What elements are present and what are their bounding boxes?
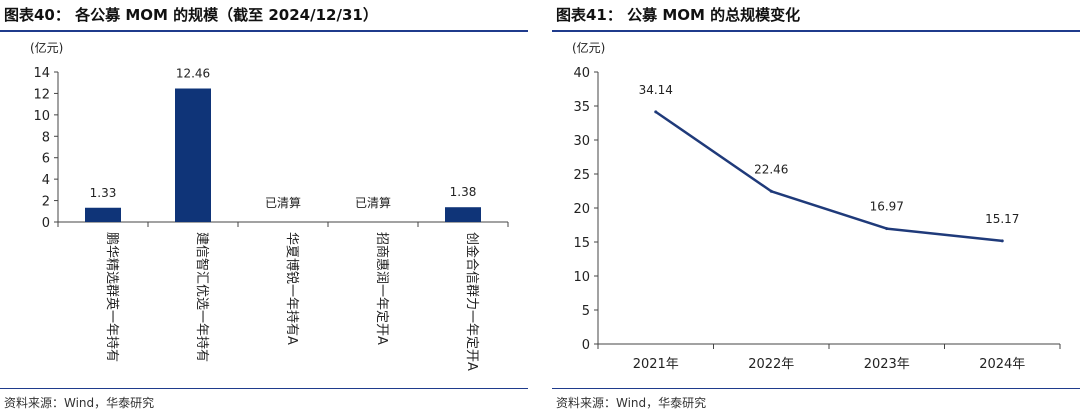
y-unit-label: (亿元) (572, 40, 605, 55)
y-tick-label: 40 (573, 66, 590, 81)
y-tick-label: 15 (573, 236, 590, 251)
y-tick-label: 6 (42, 152, 50, 167)
y-tick-label: 5 (582, 304, 590, 319)
y-tick-label: 35 (573, 100, 590, 115)
data-label: 已清算 (265, 195, 301, 210)
title-rule (552, 30, 1080, 32)
x-category-label: 2021年 (633, 357, 679, 372)
x-category-label: 2023年 (864, 357, 910, 372)
line-chart: (亿元) 0 5 10 15 20 25 30 35 40 34.14 22.46 16.97 15.17… (572, 40, 1061, 372)
y-tick-label: 0 (582, 338, 590, 353)
data-point (885, 227, 889, 231)
bar (445, 207, 481, 222)
y-tick-label: 25 (573, 168, 590, 183)
y-tick-label: 10 (573, 270, 590, 285)
x-category-label: 建信智汇优选一年持有 (194, 232, 209, 362)
y-tick-label: 30 (573, 134, 590, 149)
y-tick-label: 10 (33, 109, 50, 124)
left-panel: 图表40： 各公募 MOM 的规模（截至 2024/12/31） (亿元) 0 2 4… (0, 0, 528, 418)
x-category-label: 2024年 (979, 357, 1025, 372)
y-tick-label: 20 (573, 202, 590, 217)
bar-chart: (亿元) 0 2 4 6 8 10 12 14 1.33 鹏华精选群英一年持有 12.46 建信智汇优选… (30, 40, 509, 371)
data-label: 1.38 (450, 185, 477, 199)
x-category-label: 创金合信群力一年定开A (464, 232, 480, 371)
source-note: 资料来源：Wind，华泰研究 (556, 396, 707, 410)
x-category-label: 华夏博锐一年持有A (284, 232, 299, 345)
data-label: 16.97 (870, 200, 904, 214)
y-tick-label: 8 (42, 130, 50, 145)
data-point (654, 110, 658, 114)
x-category-label: 招商惠润一年定开A (374, 232, 389, 345)
source-note: 资料来源：Wind，华泰研究 (4, 396, 155, 410)
data-label: 已清算 (355, 195, 391, 210)
y-tick-label: 14 (33, 66, 50, 81)
y-tick-label: 4 (42, 173, 50, 188)
x-category-label: 2022年 (748, 357, 794, 372)
title-rule (0, 30, 528, 32)
y-tick-label: 12 (33, 87, 50, 102)
footer-rule (0, 388, 528, 389)
data-point (769, 189, 773, 193)
data-label: 15.17 (985, 212, 1019, 226)
y-unit-label: (亿元) (30, 40, 63, 55)
data-label: 34.14 (639, 83, 673, 97)
chart-title: 图表41： 公募 MOM 的总规模变化 (556, 6, 801, 24)
data-label: 22.46 (754, 162, 788, 176)
y-tick-label: 0 (42, 216, 50, 231)
data-label: 1.33 (90, 186, 117, 200)
footer-rule (552, 388, 1080, 389)
series-line (655, 110, 1003, 243)
bar (85, 207, 121, 222)
right-panel: 图表41： 公募 MOM 的总规模变化 (亿元) 0 5 10 15 20 25 30 35 40… (552, 0, 1080, 418)
data-label: 12.46 (176, 67, 210, 81)
bar (175, 88, 211, 222)
chart-title: 图表40： 各公募 MOM 的规模（截至 2024/12/31） (4, 6, 378, 24)
y-tick-label: 2 (42, 195, 50, 210)
data-point (1000, 239, 1004, 243)
x-category-label: 鹏华精选群英一年持有 (104, 232, 119, 362)
